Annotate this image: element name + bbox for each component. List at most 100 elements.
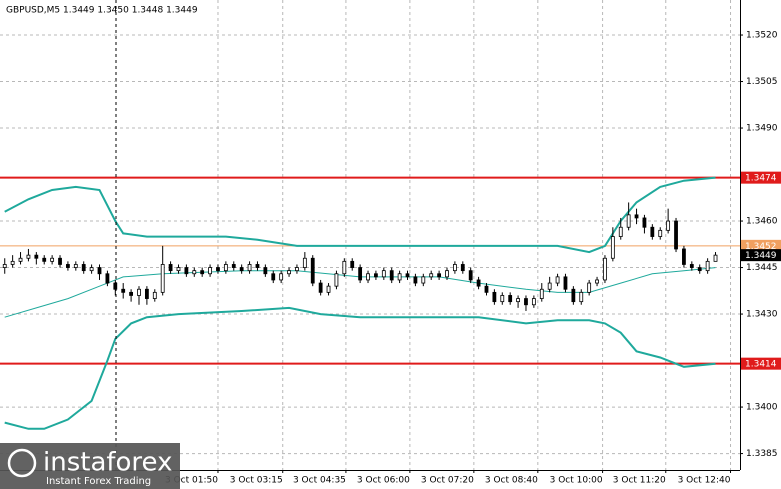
candle-body bbox=[113, 282, 118, 290]
x-tick-label: 3 Oct 01:50 bbox=[165, 476, 218, 486]
bollinger-band bbox=[4, 176, 716, 254]
candle-body bbox=[50, 257, 55, 262]
x-tick-label: 3 Oct 08:40 bbox=[485, 476, 538, 486]
candle-body bbox=[610, 236, 615, 259]
candle-body bbox=[18, 257, 23, 262]
y-tick-label: 1.3385 bbox=[746, 449, 778, 459]
candle-body bbox=[413, 276, 418, 284]
candle-body bbox=[476, 279, 481, 287]
candle-body bbox=[524, 298, 528, 306]
candle-body bbox=[397, 273, 402, 281]
candle-body bbox=[326, 285, 331, 293]
candle-body bbox=[287, 270, 291, 275]
candle-body bbox=[571, 288, 576, 303]
x-tick-label: 3 Oct 06:00 bbox=[357, 476, 410, 486]
candle-body bbox=[310, 257, 315, 284]
candle-body bbox=[279, 273, 284, 281]
y-tick-label: 1.3505 bbox=[746, 77, 778, 87]
candle-body bbox=[81, 264, 86, 272]
level-label: 1.3452 bbox=[745, 242, 777, 252]
candle-body bbox=[184, 267, 189, 275]
candle-body bbox=[563, 276, 568, 290]
candle-body bbox=[595, 279, 599, 284]
level-label: 1.3474 bbox=[745, 174, 777, 184]
x-tick-label: 3 Oct 12:40 bbox=[678, 476, 731, 486]
candle-body bbox=[713, 254, 718, 262]
candle-body bbox=[658, 229, 663, 237]
candle-body bbox=[421, 276, 426, 284]
candle-body bbox=[437, 273, 442, 278]
candle-body bbox=[587, 282, 592, 293]
candle-body bbox=[460, 264, 465, 272]
candle-body bbox=[26, 254, 31, 259]
candle-body bbox=[381, 270, 386, 278]
candle-body bbox=[445, 270, 449, 278]
candle-body bbox=[468, 270, 473, 281]
candle-body bbox=[374, 273, 378, 278]
x-tick-label: 3 Oct 04:35 bbox=[293, 476, 346, 486]
level-box bbox=[741, 357, 781, 370]
candle-body bbox=[484, 285, 489, 293]
candle-body bbox=[682, 248, 686, 265]
candle-body bbox=[334, 273, 339, 287]
candle-body bbox=[500, 295, 505, 303]
candle-body bbox=[34, 254, 39, 259]
candle-body bbox=[144, 288, 149, 299]
level-label: 1.3414 bbox=[745, 360, 777, 370]
candle-body bbox=[618, 226, 623, 237]
candle-body bbox=[137, 288, 141, 296]
candle-body bbox=[555, 276, 560, 284]
candle-body bbox=[295, 267, 299, 272]
candle-body bbox=[318, 282, 323, 293]
candle-body bbox=[192, 270, 197, 275]
candle-body bbox=[539, 288, 544, 299]
candle-body bbox=[129, 291, 133, 296]
candle-body bbox=[508, 295, 513, 303]
candle-body bbox=[208, 267, 212, 275]
candle-body bbox=[674, 220, 678, 250]
bollinger-band bbox=[4, 306, 716, 430]
candle-body bbox=[492, 291, 497, 303]
candle-body bbox=[358, 267, 363, 281]
y-tick-label: 1.3400 bbox=[746, 403, 778, 413]
candle-body bbox=[10, 260, 15, 265]
candle-body bbox=[168, 264, 173, 272]
candle-body bbox=[350, 260, 355, 268]
x-tick-label: 3 Oct 10:00 bbox=[550, 476, 603, 486]
candle-body bbox=[121, 288, 126, 293]
candle-body bbox=[216, 267, 220, 272]
logo: instaforex Instant Forex Trading bbox=[0, 443, 180, 489]
logo-icon bbox=[7, 448, 37, 478]
candle-body bbox=[105, 273, 110, 284]
candle-body bbox=[689, 264, 694, 268]
candle-body bbox=[650, 226, 655, 237]
candle-body bbox=[389, 270, 394, 281]
x-tick-label: 3 Oct 07:20 bbox=[421, 476, 474, 486]
candle-body bbox=[547, 282, 552, 290]
logo-tagline: Instant Forex Trading bbox=[46, 476, 151, 487]
x-tick-label: 3 Oct 11:20 bbox=[613, 476, 666, 486]
candle-body bbox=[73, 264, 78, 268]
candle-body bbox=[603, 257, 607, 281]
y-tick-label: 1.3520 bbox=[746, 31, 778, 41]
candle-body bbox=[516, 298, 520, 303]
candle-body bbox=[634, 214, 639, 219]
candle-body bbox=[642, 217, 647, 228]
candle-body bbox=[405, 273, 410, 278]
candle-body bbox=[239, 267, 244, 272]
level-box bbox=[741, 239, 781, 252]
logo-name: instaforex bbox=[43, 448, 172, 478]
candle-body bbox=[89, 267, 94, 272]
level-box bbox=[741, 171, 781, 184]
candle-body bbox=[579, 291, 584, 303]
y-tick-label: 1.3460 bbox=[746, 217, 778, 227]
y-tick-label: 1.3430 bbox=[746, 310, 778, 320]
candle-body bbox=[97, 267, 102, 275]
last-price-box bbox=[741, 249, 781, 262]
candle-body bbox=[223, 264, 228, 272]
candle-body bbox=[160, 264, 165, 293]
candle-body bbox=[263, 267, 268, 275]
candle-body bbox=[342, 260, 347, 275]
